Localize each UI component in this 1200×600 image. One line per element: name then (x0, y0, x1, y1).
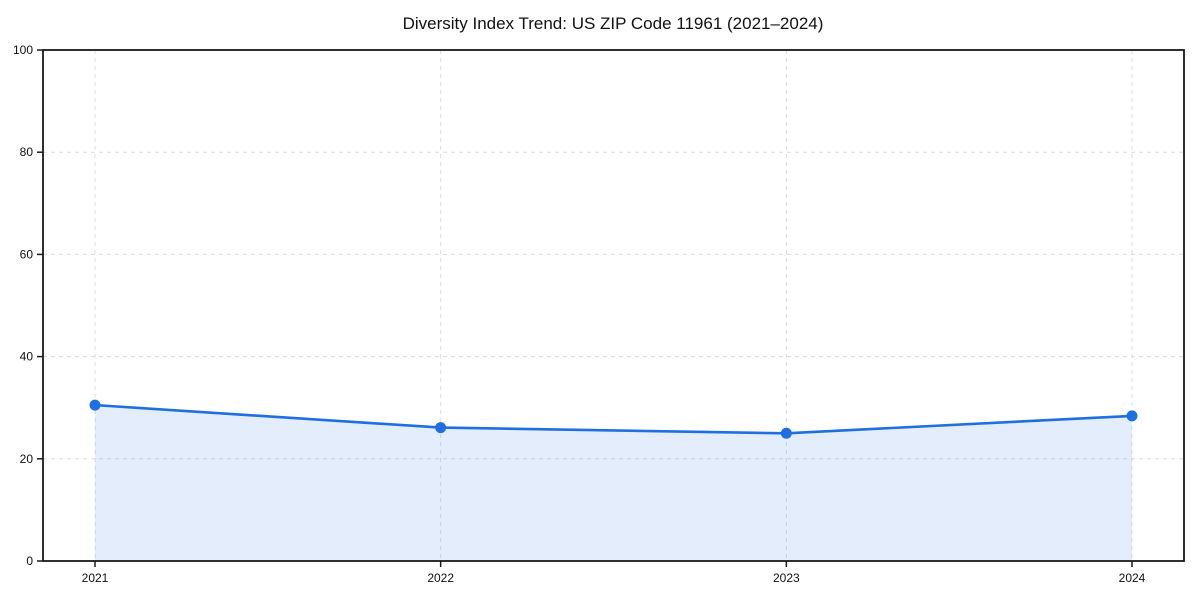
data-point-2022 (435, 422, 447, 434)
trend-line (93, 403, 1134, 435)
x-tick-label-2022: 2022 (427, 571, 454, 585)
y-tick-label-100: 100 (13, 43, 33, 57)
x-tick-label-2023: 2023 (773, 571, 800, 585)
y-tick-label-40: 40 (20, 350, 34, 364)
x-tick-label-2024: 2024 (1119, 571, 1146, 585)
data-point-2023 (780, 427, 792, 439)
y-tick-label-0: 0 (26, 554, 33, 568)
y-tick-label-60: 60 (20, 247, 34, 261)
area-fill (95, 405, 1132, 561)
chart-title: Diversity Index Trend: US ZIP Code 11961… (403, 14, 824, 33)
axes-frame (42, 49, 1185, 562)
y-tick-label-80: 80 (20, 145, 34, 159)
x-tick-label-2021: 2021 (82, 571, 109, 585)
data-point-2021 (89, 399, 101, 411)
plot-area: 0 20 40 60 80 100 2021 2022 2023 2024 (13, 43, 1185, 585)
y-tick-label-20: 20 (20, 452, 34, 466)
data-point-2024 (1126, 410, 1138, 422)
